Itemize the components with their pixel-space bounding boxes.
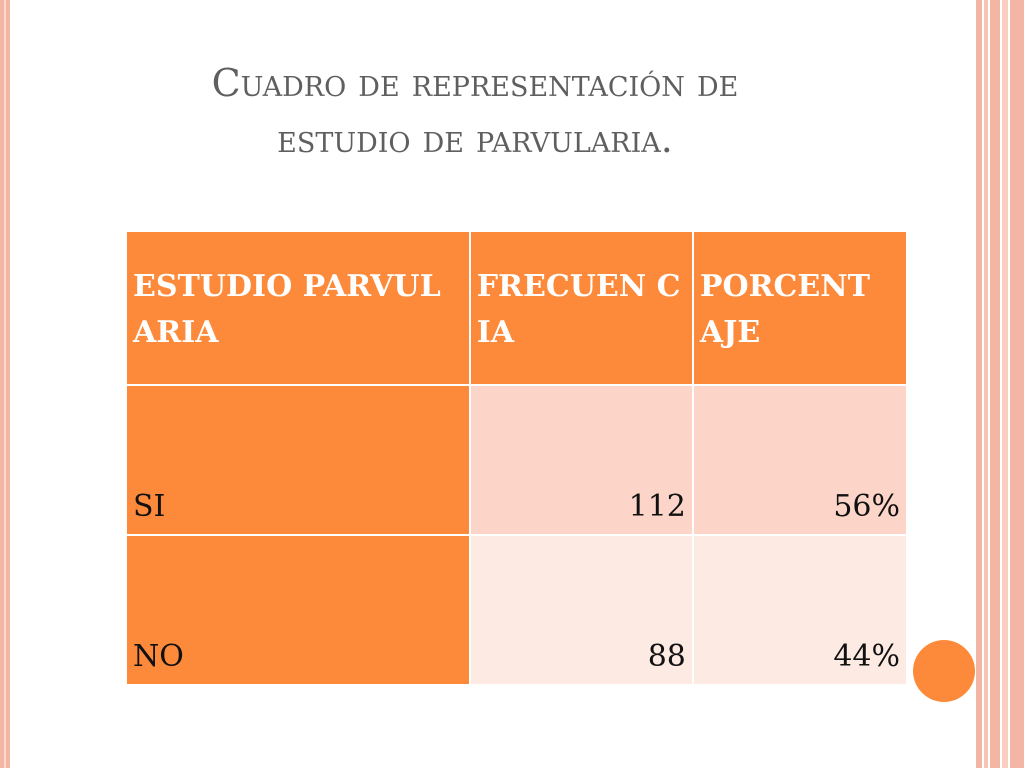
left-decorative-border: [0, 0, 10, 768]
header-estudio: ESTUDIO PARVULARIA: [125, 230, 471, 386]
data-table: ESTUDIO PARVULARIA FRECUEN CIA PORCENT A…: [125, 230, 909, 686]
row-frequency: 88: [468, 534, 694, 686]
title-line-2: estudio de parvularia.: [277, 117, 673, 161]
table-header-row: ESTUDIO PARVULARIA FRECUEN CIA PORCENT A…: [125, 230, 909, 386]
row-percent: 56%: [691, 384, 909, 536]
row-label: SI: [125, 384, 471, 536]
header-porcentaje: PORCENT AJE: [691, 230, 909, 386]
right-decorative-stripes: [976, 0, 1024, 768]
row-frequency: 112: [468, 384, 694, 536]
slide-title: Cuadro de representación de estudio de p…: [80, 55, 870, 167]
row-percent: 44%: [691, 534, 909, 686]
table-row: NO 88 44%: [125, 534, 909, 686]
header-frecuencia: FRECUEN CIA: [468, 230, 694, 386]
title-line-1: Cuadro de representación de: [211, 61, 739, 105]
table-row: SI 112 56%: [125, 384, 909, 536]
row-label: NO: [125, 534, 471, 686]
decorative-circle: [913, 640, 975, 702]
